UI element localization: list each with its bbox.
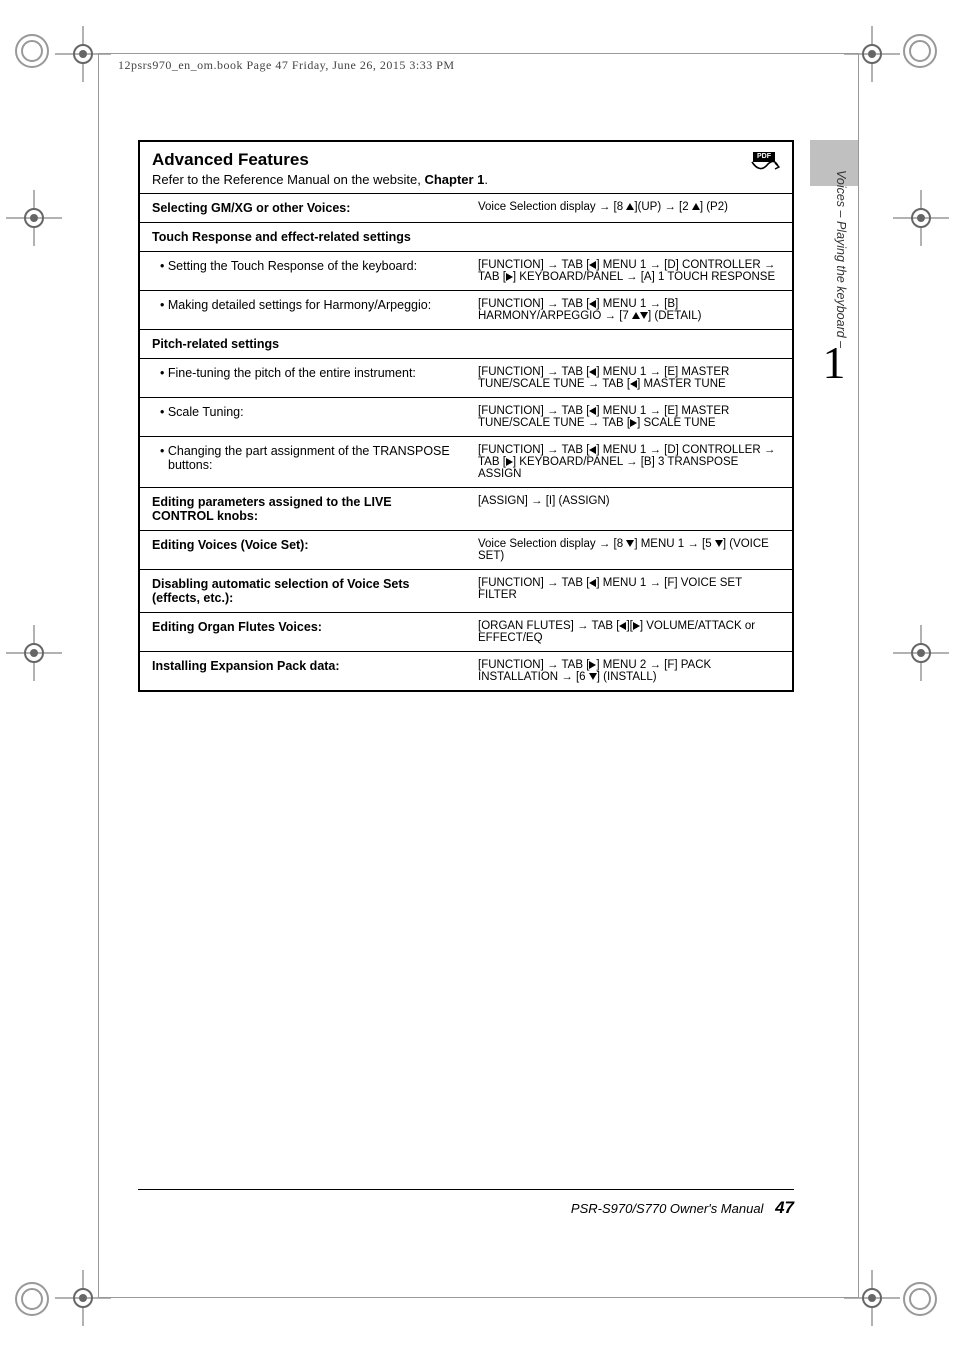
table-row: • Changing the part assignment of the TR…	[140, 437, 792, 488]
print-page-info: 12psrs970_en_om.book Page 47 Friday, Jun…	[118, 58, 455, 73]
table-row: Touch Response and effect-related settin…	[140, 223, 792, 252]
feature-label: Disabling automatic selection of Voice S…	[140, 570, 466, 613]
reg-mark-bl	[15, 1282, 49, 1316]
cross-mark	[854, 1280, 890, 1316]
cross-mark	[65, 36, 101, 72]
table-row: Selecting GM/XG or other Voices:Voice Se…	[140, 194, 792, 223]
table-row: • Fine-tuning the pitch of the entire in…	[140, 359, 792, 398]
crop-line	[98, 1297, 858, 1298]
cross-mark	[854, 36, 890, 72]
table-row: Editing Voices (Voice Set):Voice Selecti…	[140, 531, 792, 570]
feature-label: • Making detailed settings for Harmony/A…	[140, 291, 466, 330]
feature-label: Editing parameters assigned to the LIVE …	[140, 488, 466, 531]
feature-label: Pitch-related settings	[140, 330, 792, 359]
feature-path: [ASSIGN] → [I] (ASSIGN)	[466, 488, 792, 531]
feature-label: Installing Expansion Pack data:	[140, 652, 466, 691]
side-label: Voices – Playing the keyboard –	[820, 160, 834, 410]
cross-mark	[903, 200, 939, 236]
feature-path: [FUNCTION] → TAB [] MENU 1 → [E] MASTER …	[466, 359, 792, 398]
crop-line	[858, 53, 859, 1298]
table-row: • Scale Tuning:[FUNCTION] → TAB [] MENU …	[140, 398, 792, 437]
cross-mark	[16, 200, 52, 236]
feature-label: • Scale Tuning:	[140, 398, 466, 437]
features-table: Selecting GM/XG or other Voices:Voice Se…	[140, 194, 792, 690]
table-row: Pitch-related settings	[140, 330, 792, 359]
table-row: Editing parameters assigned to the LIVE …	[140, 488, 792, 531]
feature-label: Selecting GM/XG or other Voices:	[140, 194, 466, 223]
feature-path: [ORGAN FLUTES] → TAB [][] VOLUME/ATTACK …	[466, 613, 792, 652]
table-row: • Setting the Touch Response of the keyb…	[140, 252, 792, 291]
advanced-features-title: Advanced Features	[152, 150, 780, 170]
feature-label: • Fine-tuning the pitch of the entire in…	[140, 359, 466, 398]
feature-path: Voice Selection display → [8 ](UP) → [2 …	[466, 194, 792, 223]
reg-mark-br	[903, 1282, 937, 1316]
advanced-features-header: Advanced Features Refer to the Reference…	[140, 142, 792, 194]
feature-path: [FUNCTION] → TAB [] MENU 1 → [D] CONTROL…	[466, 252, 792, 291]
table-row: Installing Expansion Pack data:[FUNCTION…	[140, 652, 792, 691]
crop-line	[98, 53, 99, 1298]
reg-mark-tl	[15, 34, 49, 68]
advanced-features-box: Advanced Features Refer to the Reference…	[138, 140, 794, 692]
advanced-features-subtitle: Refer to the Reference Manual on the web…	[152, 172, 780, 187]
feature-label: • Setting the Touch Response of the keyb…	[140, 252, 466, 291]
crop-line	[98, 53, 858, 54]
feature-label: Editing Voices (Voice Set):	[140, 531, 466, 570]
footer-model: PSR-S970/S770 Owner's Manual	[571, 1201, 764, 1216]
feature-label: Touch Response and effect-related settin…	[140, 223, 792, 252]
table-row: • Making detailed settings for Harmony/A…	[140, 291, 792, 330]
cross-mark	[65, 1280, 101, 1316]
reg-mark-tr	[903, 34, 937, 68]
feature-path: [FUNCTION] → TAB [] MENU 1 → [B] HARMONY…	[466, 291, 792, 330]
feature-path: [FUNCTION] → TAB [] MENU 1 → [D] CONTROL…	[466, 437, 792, 488]
feature-label: • Changing the part assignment of the TR…	[140, 437, 466, 488]
feature-path: Voice Selection display → [8 ] MENU 1 → …	[466, 531, 792, 570]
pdf-icon: PDF	[750, 152, 780, 180]
page-footer: PSR-S970/S770 Owner's Manual 47	[138, 1189, 794, 1218]
table-row: Disabling automatic selection of Voice S…	[140, 570, 792, 613]
feature-path: [FUNCTION] → TAB [] MENU 2 → [F] PACK IN…	[466, 652, 792, 691]
cross-mark	[903, 635, 939, 671]
footer-page-number: 47	[775, 1198, 794, 1217]
feature-label: Editing Organ Flutes Voices:	[140, 613, 466, 652]
table-row: Editing Organ Flutes Voices:[ORGAN FLUTE…	[140, 613, 792, 652]
feature-path: [FUNCTION] → TAB [] MENU 1 → [F] VOICE S…	[466, 570, 792, 613]
cross-mark	[16, 635, 52, 671]
feature-path: [FUNCTION] → TAB [] MENU 1 → [E] MASTER …	[466, 398, 792, 437]
